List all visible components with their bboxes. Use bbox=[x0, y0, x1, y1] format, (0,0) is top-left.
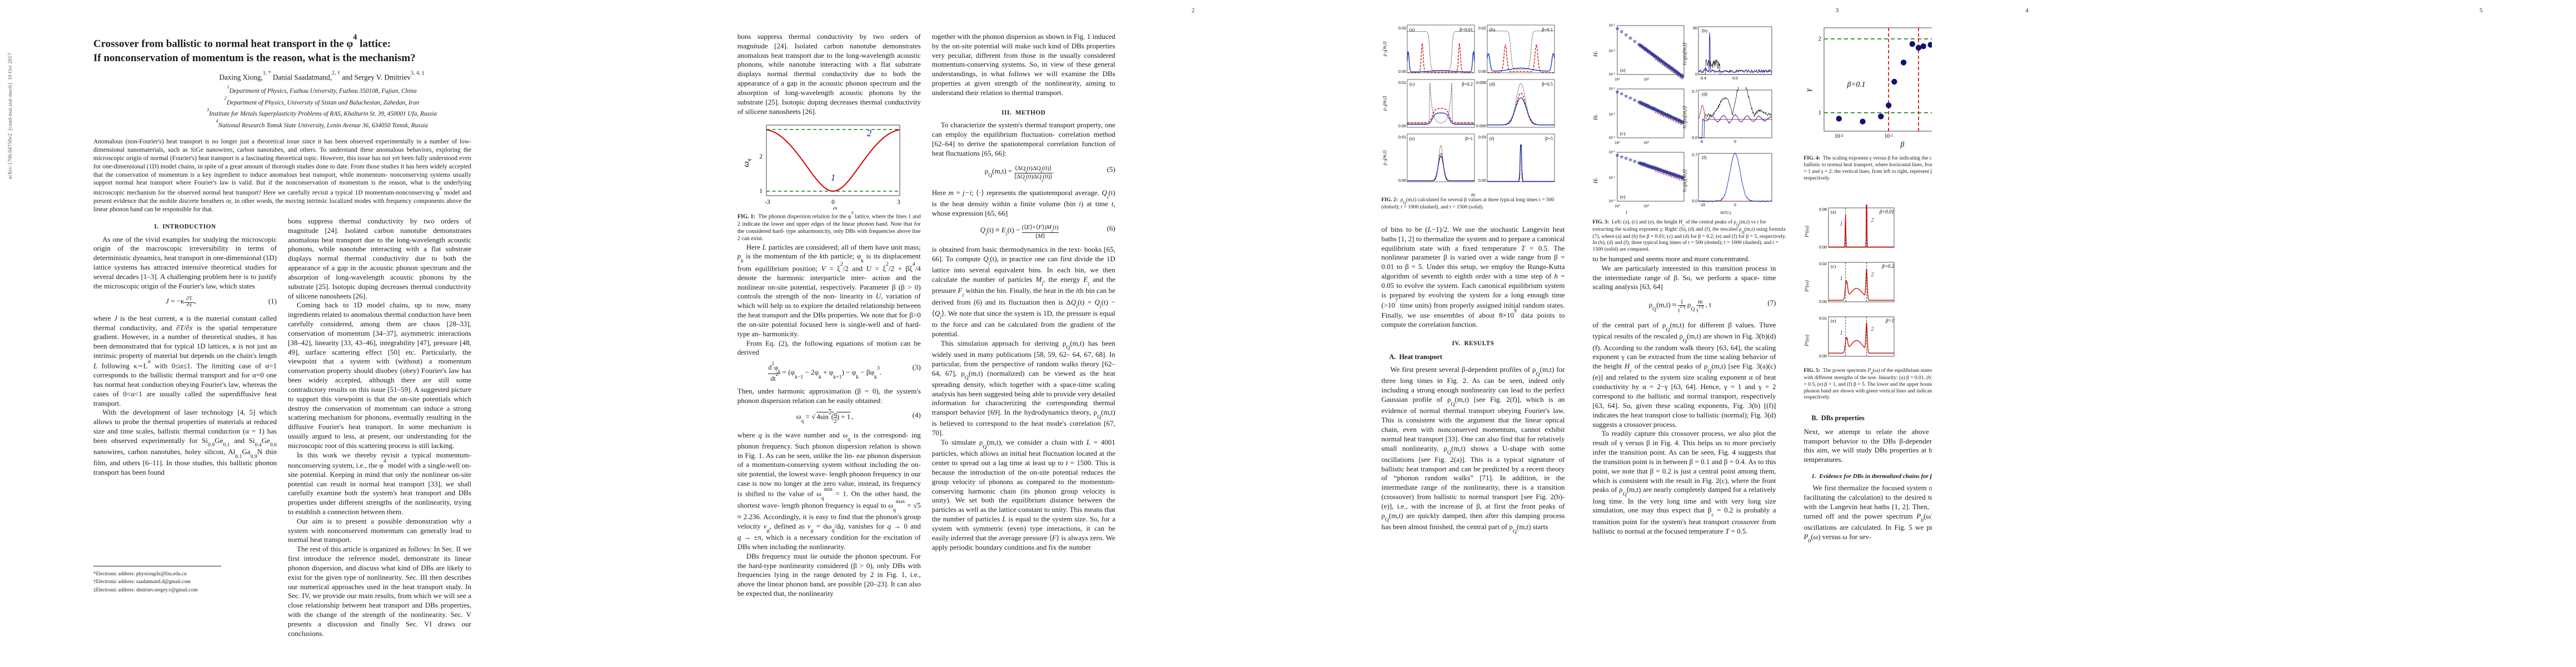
svg-text:β=0.01: β=0.01 bbox=[1459, 27, 1473, 32]
svg-text:(e): (e) bbox=[1831, 318, 1836, 323]
svg-text:β=0.1: β=0.1 bbox=[1846, 80, 1865, 88]
svg-text:0.03: 0.03 bbox=[1398, 26, 1406, 31]
svg-text:β=0.01: β=0.01 bbox=[1879, 209, 1894, 215]
svg-text:0.00: 0.00 bbox=[1478, 69, 1486, 74]
svg-text:0.01: 0.01 bbox=[1398, 135, 1406, 140]
svg-text:0: 0 bbox=[1734, 203, 1736, 207]
svg-text:0.00: 0.00 bbox=[1478, 178, 1486, 183]
svg-text:10-2: 10-2 bbox=[1608, 175, 1615, 180]
svg-text:-0.4: -0.4 bbox=[1700, 77, 1706, 81]
svg-text:(f): (f) bbox=[1489, 136, 1494, 141]
svg-text:0.03: 0.03 bbox=[1478, 135, 1486, 140]
svg-text:1: 1 bbox=[831, 172, 836, 183]
svg-text:2: 2 bbox=[1818, 36, 1821, 42]
svg-text:0.02: 0.02 bbox=[1819, 261, 1827, 266]
svg-text:102: 102 bbox=[1643, 203, 1649, 208]
svg-text:2: 2 bbox=[1871, 217, 1874, 223]
svg-text:102: 102 bbox=[1643, 77, 1649, 82]
svg-text:(e): (e) bbox=[1620, 194, 1626, 200]
svg-text:0.00: 0.00 bbox=[1819, 245, 1827, 250]
svg-text:0.00: 0.00 bbox=[1398, 123, 1406, 128]
svg-text:1: 1 bbox=[759, 188, 763, 195]
svg-text:101: 101 bbox=[1614, 140, 1620, 145]
svg-text:-3: -3 bbox=[765, 199, 770, 206]
svg-text:1: 1 bbox=[1840, 221, 1842, 227]
svg-text:0: 0 bbox=[1695, 73, 1697, 77]
svg-text:γ: γ bbox=[1805, 88, 1813, 92]
svg-text:3: 3 bbox=[897, 199, 900, 206]
svg-text:(a): (a) bbox=[1620, 67, 1626, 73]
svg-text:β=1: β=1 bbox=[1885, 318, 1894, 323]
svg-text:β: β bbox=[1900, 140, 1904, 148]
svg-text:β=0.1: β=0.1 bbox=[1542, 27, 1553, 32]
svg-text:β=0.5: β=0.5 bbox=[1542, 81, 1553, 87]
svg-text:(c): (c) bbox=[1620, 131, 1626, 136]
svg-text:1: 1 bbox=[1818, 109, 1821, 116]
svg-text:10-1: 10-1 bbox=[1608, 23, 1615, 28]
svg-text:1: 1 bbox=[1840, 330, 1842, 336]
svg-text:0.7: 0.7 bbox=[1692, 90, 1697, 94]
svg-text:0.08: 0.08 bbox=[1819, 207, 1827, 212]
svg-text:10-3: 10-3 bbox=[1608, 198, 1615, 203]
svg-text:(a): (a) bbox=[1409, 27, 1415, 32]
svg-text:(e): (e) bbox=[1409, 136, 1415, 141]
svg-text:2: 2 bbox=[867, 128, 872, 138]
svg-text:10-1: 10-1 bbox=[1608, 150, 1615, 155]
svg-text:10-3: 10-3 bbox=[1608, 135, 1615, 140]
svg-text:β=1: β=1 bbox=[1465, 136, 1472, 141]
svg-text:2: 2 bbox=[1871, 272, 1874, 278]
svg-text:0.01: 0.01 bbox=[1819, 316, 1827, 321]
svg-text:0.006: 0.006 bbox=[1476, 80, 1486, 85]
svg-text:0.00: 0.00 bbox=[1819, 354, 1827, 359]
svg-text:0.0: 0.0 bbox=[1732, 77, 1738, 81]
svg-text:(f): (f) bbox=[1702, 155, 1707, 160]
svg-text:2: 2 bbox=[1871, 326, 1874, 332]
svg-text:10-1: 10-1 bbox=[1884, 133, 1893, 140]
svg-text:β=5: β=5 bbox=[1545, 136, 1552, 141]
svg-text:102: 102 bbox=[1643, 140, 1649, 145]
svg-text:0.00: 0.00 bbox=[1398, 178, 1406, 183]
svg-text:101: 101 bbox=[1614, 77, 1620, 82]
svg-text:10-2: 10-2 bbox=[1608, 112, 1615, 117]
svg-text:0: 0 bbox=[1734, 140, 1736, 144]
svg-text:0.7: 0.7 bbox=[1692, 153, 1697, 157]
svg-text:-10: -10 bbox=[1700, 203, 1705, 207]
svg-text:1: 1 bbox=[1840, 276, 1842, 282]
svg-text:(b): (b) bbox=[1489, 27, 1495, 32]
svg-text:0.00: 0.00 bbox=[1819, 299, 1827, 304]
svg-text:(b): (b) bbox=[1702, 28, 1707, 33]
svg-text:ωq: ωq bbox=[742, 159, 752, 167]
svg-text:0.000: 0.000 bbox=[1476, 123, 1486, 128]
svg-text:-6: -6 bbox=[1700, 140, 1703, 144]
svg-text:0.0: 0.0 bbox=[1692, 200, 1697, 203]
svg-text:β=0.2: β=0.2 bbox=[1881, 263, 1894, 269]
svg-text:10-2: 10-2 bbox=[1608, 48, 1615, 53]
svg-text:10-3: 10-3 bbox=[1608, 72, 1615, 77]
svg-text:0.00: 0.00 bbox=[1398, 69, 1406, 74]
svg-text:(d): (d) bbox=[1489, 81, 1495, 87]
svg-text:0.02: 0.02 bbox=[1478, 26, 1486, 31]
svg-text:0.0: 0.0 bbox=[1692, 136, 1697, 140]
svg-text:(d): (d) bbox=[1702, 91, 1707, 97]
svg-text:q: q bbox=[833, 205, 836, 210]
svg-text:0.01: 0.01 bbox=[1398, 80, 1406, 85]
svg-text:10-1: 10-1 bbox=[1608, 87, 1615, 91]
svg-text:2: 2 bbox=[759, 153, 763, 160]
svg-text:10-2: 10-2 bbox=[1834, 133, 1843, 140]
svg-text:101: 101 bbox=[1614, 203, 1620, 208]
svg-text:(a): (a) bbox=[1831, 209, 1836, 215]
svg-text:β=0.2: β=0.2 bbox=[1462, 81, 1473, 87]
svg-text:(c): (c) bbox=[1831, 263, 1836, 269]
svg-text:(c): (c) bbox=[1409, 81, 1415, 87]
svg-text:50: 50 bbox=[1693, 27, 1697, 31]
